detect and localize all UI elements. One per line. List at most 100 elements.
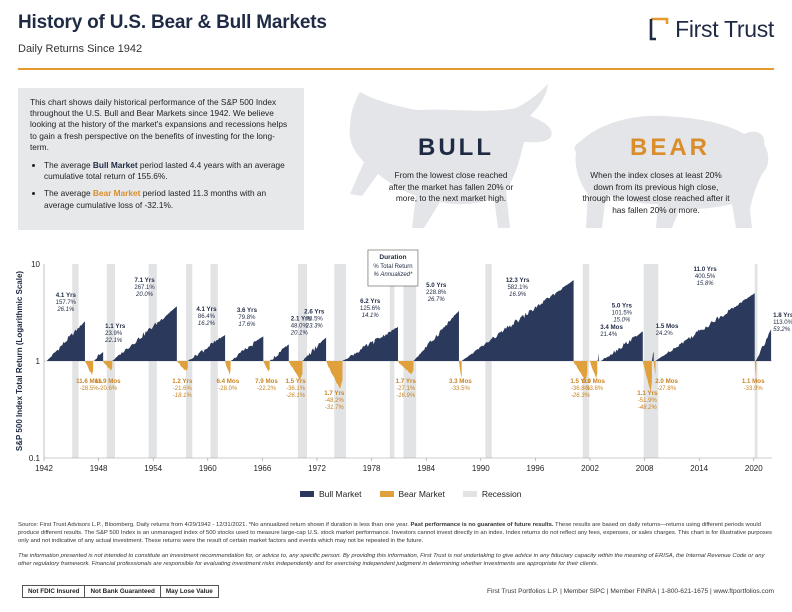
- x-tick-label: 1978: [363, 464, 381, 473]
- bear-market-area: [225, 361, 231, 375]
- y-tick-label: 0.1: [29, 454, 41, 463]
- legend-swatch-bear: [379, 491, 394, 497]
- bull-market-area: [755, 329, 772, 361]
- first-trust-logo: First Trust: [649, 14, 774, 44]
- x-tick-label: 1990: [472, 464, 490, 473]
- bull-annualized-label: 26.1%: [56, 307, 75, 313]
- bear-bullet-keyword: Bear Market: [92, 188, 141, 199]
- x-tick-label: 1966: [254, 464, 272, 473]
- legend-swatch-recession: [462, 491, 477, 497]
- bear-return-label: -36.1%: [286, 386, 306, 392]
- bull-annualized-label: 15.0%: [613, 317, 631, 323]
- bear-return-label: -28.5%: [80, 386, 100, 392]
- source-note: Source: First Trust Advisors L.P., Bloom…: [18, 521, 774, 545]
- legend-item-recession: Recession: [462, 489, 522, 499]
- bear-duration-label: 11.6 Mos: [76, 378, 102, 385]
- bull-return-label: 228.8%: [426, 290, 447, 296]
- x-tick-label: 1972: [308, 464, 326, 473]
- bull-silhouette-icon: [349, 84, 552, 228]
- bear-return-label: -33.8%: [584, 386, 604, 392]
- bull-market-area: [413, 310, 459, 361]
- bear-return-label: -27.1%: [396, 386, 416, 392]
- bear-return-label: -51.9%: [638, 398, 658, 404]
- x-tick-label: 1996: [527, 464, 545, 473]
- bull-return-label: 113.0%: [773, 320, 792, 326]
- animal-silhouettes: [349, 84, 769, 228]
- bull-annualized-label: 22.1%: [104, 338, 123, 344]
- bull-market-area: [269, 344, 289, 361]
- bear-duration-label: 1.2 Yrs: [172, 378, 193, 385]
- bull-return-label: 101.5%: [612, 310, 633, 316]
- x-tick-label: 1942: [35, 464, 53, 473]
- y-tick-label: 1: [36, 357, 41, 366]
- legend-label-bull: Bull Market: [319, 489, 362, 499]
- bull-annualized-label: 17.6%: [238, 322, 256, 328]
- bear-return-label: -21.6%: [173, 386, 193, 392]
- first-trust-logo-mark-icon: [649, 17, 669, 41]
- bull-bear-illustration: BULL From the lowest close reached after…: [320, 78, 772, 238]
- chart-legend: Bull Market Bear Market Recession: [300, 489, 522, 499]
- bull-market-area: [461, 280, 574, 361]
- bear-market-area: [326, 361, 343, 389]
- bull-annualized-label: 23.3%: [305, 324, 324, 330]
- bear-return-label: -20.6%: [98, 386, 118, 392]
- x-tick-label: 1960: [199, 464, 217, 473]
- bear-duration-label: 3.3 Mos: [449, 378, 472, 385]
- bull-duration-label: 7.1 Yrs: [134, 277, 155, 284]
- bull-return-label: 267.1%: [134, 285, 155, 291]
- bull-duration-label: 3.4 Mos: [600, 324, 623, 331]
- bull-bullet-prefix: The average: [44, 160, 93, 171]
- bull-label: BULL: [418, 134, 494, 161]
- bull-duration-label: 2.6 Yrs: [304, 309, 325, 316]
- bull-return-label: 400.5%: [695, 274, 716, 280]
- bull-return-label: 125.6%: [360, 306, 381, 312]
- bear-duration-label: 1.1 Mos: [742, 378, 765, 385]
- duration-key-title: Duration: [379, 254, 406, 261]
- header-divider: [18, 68, 774, 70]
- duration-key-line2: % Annualized*: [374, 272, 413, 278]
- y-tick-label: 10: [31, 260, 40, 269]
- bull-market-area: [600, 331, 643, 361]
- bear-annualized-label: -48.2%: [638, 405, 658, 411]
- x-tick-label: 1954: [144, 464, 162, 473]
- bull-bullet-suffix: period lasted 4.4 years with an average …: [44, 160, 285, 182]
- bull-return-label: 582.1%: [507, 285, 528, 291]
- bear-market-area: [84, 361, 94, 376]
- bull-duration-label: 2.1 Yrs: [291, 315, 312, 322]
- bull-duration-label: 12.3 Yrs: [506, 277, 530, 284]
- bear-market-area: [397, 361, 414, 375]
- bear-bullet-prefix: The average: [44, 188, 93, 199]
- info-note: The information presented is not intende…: [18, 553, 765, 567]
- bear-duration-label: 2.0 Mos: [655, 378, 678, 385]
- bear-return-label: -36.8%: [571, 386, 591, 392]
- x-tick-label: 1984: [417, 464, 435, 473]
- bull-duration-label: 4.1 Yrs: [56, 292, 77, 299]
- bear-bullet-suffix: period lasted 11.3 months with an averag…: [44, 188, 267, 210]
- x-tick-label: 2020: [745, 464, 763, 473]
- bull-market-area: [342, 326, 398, 361]
- bear-market-area: [573, 361, 588, 381]
- bull-annualized-label: 26.7%: [427, 297, 446, 303]
- bear-duration-label: 11.9 Mos: [95, 378, 121, 385]
- bull-market-area: [93, 351, 104, 361]
- bull-annualized-label: 16.9%: [509, 292, 527, 298]
- bull-return-label: 73.5%: [306, 317, 324, 323]
- bear-average-bullet: The average Bear Market period lasted 11…: [44, 188, 292, 210]
- bull-market-area: [230, 336, 264, 361]
- bull-market-area: [651, 351, 654, 361]
- intro-box: This chart shows daily historical perfor…: [18, 88, 304, 230]
- bull-return-label: 157.7%: [56, 300, 77, 306]
- bear-market-area: [653, 361, 656, 375]
- bear-annualized-label: -26.1%: [286, 393, 306, 399]
- bull-return-label: 23.9%: [105, 331, 123, 337]
- bull-return-label: 21.4%: [600, 332, 618, 338]
- bear-definition: When the index closes at least 20% down …: [582, 170, 730, 215]
- legend-label-recession: Recession: [481, 489, 522, 499]
- disclaimer-bank: Not Bank Guaranteed: [84, 586, 159, 597]
- bull-return-label: 48.0%: [291, 323, 309, 329]
- logo-text: First Trust: [675, 15, 774, 42]
- contact-line: First Trust Portfolios L.P. | Member SIP…: [486, 588, 774, 595]
- bull-bullet-keyword: Bull Market: [92, 160, 138, 171]
- bear-market-area: [642, 361, 652, 392]
- bear-annualized-label: -18.1%: [173, 393, 193, 399]
